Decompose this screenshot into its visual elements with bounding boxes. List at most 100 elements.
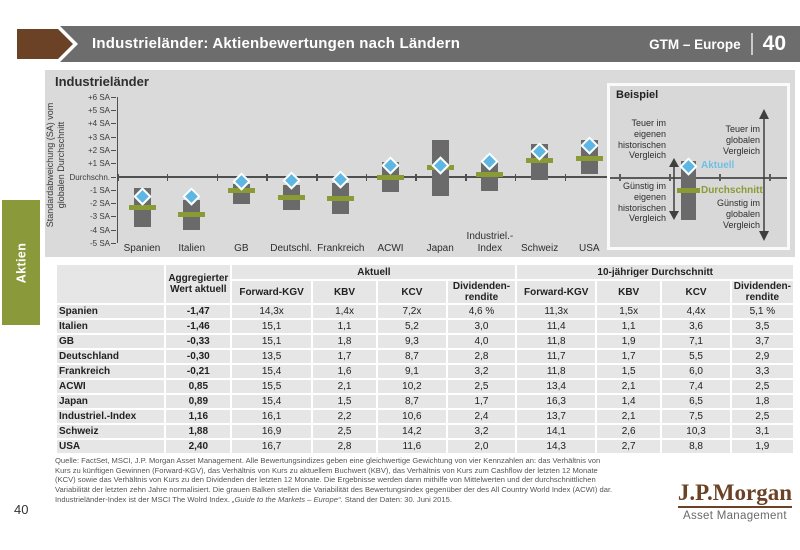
column-header: KCV <box>378 281 446 303</box>
row-country-label: USA <box>57 440 165 453</box>
source-text-end: . Stand der Daten: 30. Juni 2015. <box>340 494 452 504</box>
legend-axis-tick <box>669 174 671 181</box>
jpmorgan-logo: J.P.Morgan Asset Management <box>677 481 792 522</box>
y-axis-tick <box>111 189 116 191</box>
value-cell: 3,3 <box>731 365 793 378</box>
value-cell: 6,5 <box>662 395 730 408</box>
value-cell: 1,7 <box>596 350 661 363</box>
value-cell: 2,2 <box>312 410 377 423</box>
y-axis-tick-label: +6 SA <box>87 92 110 102</box>
y-axis-tick <box>111 176 116 178</box>
chevron-arrow-icon <box>14 26 78 62</box>
row-country-label: GB <box>57 335 165 348</box>
table-corner-cell <box>57 265 165 303</box>
y-axis-line <box>116 97 118 244</box>
value-cell: 4,0 <box>447 335 516 348</box>
source-text: Quelle: FactSet, MSCI, J.P. Morgan Asset… <box>55 456 613 504</box>
x-axis-tick <box>415 173 417 181</box>
x-axis-tick <box>166 173 169 181</box>
aggregate-value-cell: 0,85 <box>166 380 231 393</box>
legend-text-expensive-own: Teuer im eigenen historischen Vergleich <box>617 118 666 161</box>
value-cell: 16,7 <box>232 440 311 453</box>
value-cell: 2,4 <box>447 410 516 423</box>
value-cell: 11,4 <box>517 320 595 333</box>
legend-average-marker <box>677 188 700 193</box>
y-axis-tick-label: +1 SA <box>87 159 110 169</box>
value-cell: 10,3 <box>662 425 730 438</box>
average-marker <box>377 174 404 180</box>
section-tab-aktien[interactable]: Aktien <box>2 200 40 325</box>
source-note: Quelle: FactSet, MSCI, J.P. Morgan Asset… <box>55 456 669 504</box>
value-cell: 14,3x <box>232 305 311 318</box>
legend-label-durchschnitt: Durchschnitt <box>701 185 763 196</box>
aggregate-value-cell: -0,30 <box>166 350 231 363</box>
column-header: KBV <box>596 281 661 303</box>
value-cell: 8,7 <box>378 350 446 363</box>
average-marker <box>277 195 305 201</box>
value-cell: 1,9 <box>596 335 661 348</box>
value-cell: 11,6 <box>378 440 446 453</box>
value-cell: 3,2 <box>447 425 516 438</box>
value-cell: 3,1 <box>731 425 793 438</box>
value-cell: 1,7 <box>447 395 516 408</box>
x-axis-tick <box>316 173 318 181</box>
legend-title: Beispiel <box>616 89 659 101</box>
x-axis-tick <box>365 173 368 181</box>
logo-subtitle: Asset Management <box>682 510 787 522</box>
value-cell: 11,3x <box>517 305 595 318</box>
value-cell: 1,8 <box>312 335 377 348</box>
average-marker <box>476 171 504 177</box>
y-axis-tick-label: +4 SA <box>87 119 110 129</box>
aggregate-value-cell: 1,88 <box>166 425 231 438</box>
group-header-aktuell: Aktuell <box>232 265 516 279</box>
aggregate-value-cell: -1,47 <box>166 305 231 318</box>
table-subheader-row: Forward-KGV KBV KCV Dividenden- rendite Forw… <box>57 281 793 303</box>
value-cell: 2,9 <box>731 350 793 363</box>
value-cell: 1,1 <box>596 320 661 333</box>
value-cell: 10,2 <box>378 380 446 393</box>
value-cell: 2,1 <box>596 380 661 393</box>
value-cell: 7,1 <box>662 335 730 348</box>
value-cell: 2,5 <box>447 380 516 393</box>
chart-panel: Industrieländer Standardabweichung (SA) … <box>45 70 795 257</box>
legend-axis-tick <box>719 174 721 181</box>
value-cell: 1,9 <box>731 440 793 453</box>
header-bar <box>55 26 800 62</box>
aggregate-value-cell: -0,33 <box>166 335 231 348</box>
legend-axis-line <box>610 177 787 179</box>
y-axis-tick <box>111 203 116 205</box>
category-label: USA <box>579 242 600 254</box>
row-country-label: ACWI <box>57 380 165 393</box>
category-label: Schweiz <box>520 242 559 254</box>
value-cell: 1,8 <box>731 395 793 408</box>
value-cell: 13,5 <box>232 350 311 363</box>
value-cell: 10,6 <box>378 410 446 423</box>
page-number: 40 <box>14 502 29 517</box>
x-axis-line <box>116 176 607 178</box>
value-cell: 15,4 <box>232 395 311 408</box>
value-cell: 2,0 <box>447 440 516 453</box>
table-row: Industriel.-Index 1,16 16,1 2,2 10,6 2,4 13,7 2… <box>57 410 793 423</box>
slide-number: 40 <box>762 32 786 55</box>
value-cell: 3,6 <box>662 320 730 333</box>
value-cell: 1,5x <box>596 305 661 318</box>
double-arrow-icon-short <box>669 158 679 220</box>
aggregate-value-cell: -1,46 <box>166 320 231 333</box>
aggregate-value-cell: 1,16 <box>166 410 231 423</box>
legend-text-expensive-global: Teuer im globalen Vergleich <box>722 124 760 156</box>
column-header: KCV <box>662 281 730 303</box>
x-axis-tick <box>514 173 517 181</box>
y-axis-tick <box>111 149 116 151</box>
legend-text-cheap-own: Günstig im eigenen historischen Vergleic… <box>617 181 666 224</box>
column-header: Forward-KGV <box>517 281 595 303</box>
y-axis-tick-label: Durchschn. <box>69 172 110 182</box>
value-cell: 9,1 <box>378 365 446 378</box>
legend-label-aktuell: Aktuell <box>701 160 735 171</box>
group-header-10y-average: 10-jähriger Durchschnitt <box>517 265 793 279</box>
value-cell: 7,4 <box>662 380 730 393</box>
value-cell: 2,5 <box>731 410 793 423</box>
table-row: Japan 0,89 15,4 1,5 8,7 1,7 16,3 1,4 6,5 1,8 <box>57 395 793 408</box>
value-cell: 2,8 <box>447 350 516 363</box>
y-axis-tick-label: -1 SA <box>89 185 110 195</box>
